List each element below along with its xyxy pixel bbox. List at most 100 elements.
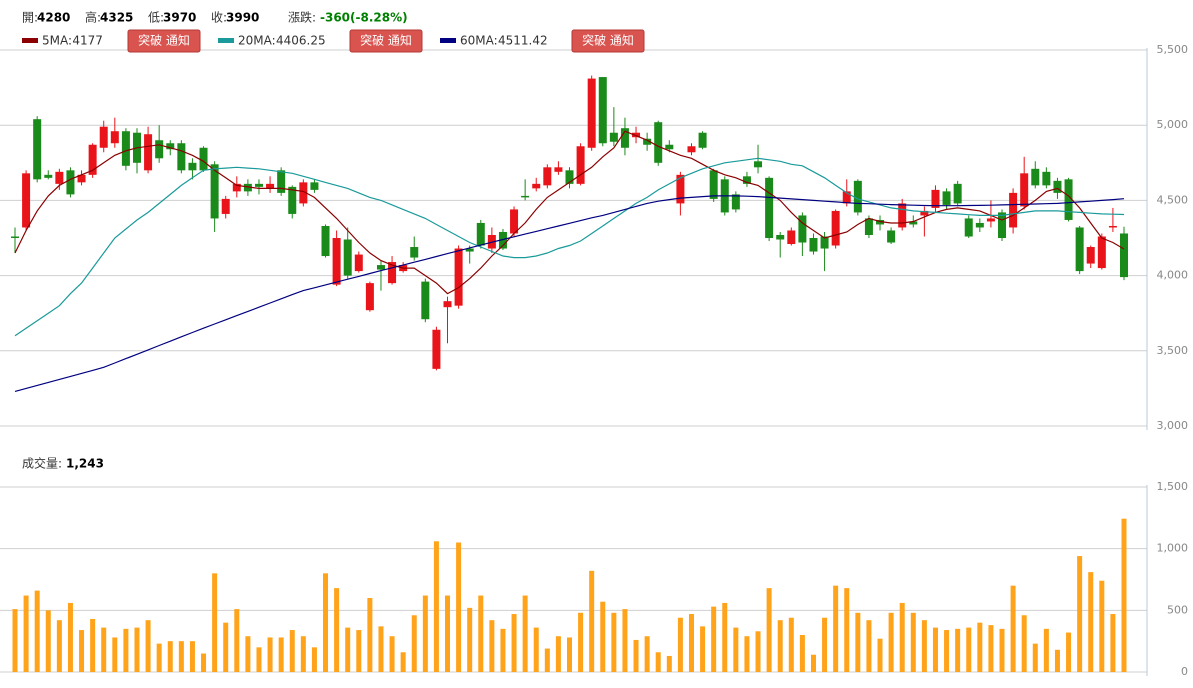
volume-bar bbox=[345, 627, 351, 672]
volume-bar bbox=[289, 630, 295, 672]
open-label: 開: bbox=[22, 11, 38, 25]
legend-label: 5MA: bbox=[42, 34, 72, 48]
volume-bar bbox=[67, 602, 73, 672]
candle-body bbox=[831, 210, 840, 246]
volume-bar bbox=[788, 617, 794, 672]
candle-body bbox=[698, 132, 707, 148]
candle-body bbox=[510, 209, 519, 234]
volume-bar bbox=[866, 620, 872, 672]
candle-body bbox=[44, 174, 53, 178]
volume-bar bbox=[877, 638, 883, 672]
volume-bar bbox=[56, 620, 62, 672]
volume-bar bbox=[79, 630, 85, 672]
volume-bar bbox=[1054, 649, 1060, 672]
candle-body bbox=[1042, 171, 1051, 186]
close-label: 收: bbox=[211, 11, 227, 25]
candle-body bbox=[99, 126, 108, 148]
candle-body bbox=[543, 167, 552, 186]
candle-body bbox=[576, 146, 585, 184]
volume-bar bbox=[300, 636, 306, 672]
volume-bar bbox=[700, 626, 706, 672]
candle-body bbox=[1053, 180, 1062, 193]
candle-body bbox=[687, 146, 696, 153]
volume-bar bbox=[633, 639, 639, 672]
candle-body bbox=[443, 301, 452, 308]
volume-bar bbox=[367, 598, 373, 672]
candle-body bbox=[299, 182, 308, 204]
candle-body bbox=[942, 191, 951, 205]
candle-body bbox=[632, 132, 641, 138]
candle-body bbox=[953, 183, 962, 204]
volume-bar bbox=[844, 588, 850, 672]
y-tick-label: 4,000 bbox=[1157, 269, 1189, 282]
button-label: 突破 通知 bbox=[138, 33, 190, 48]
open-value: 4280 bbox=[37, 11, 70, 25]
volume-bar bbox=[899, 602, 905, 672]
volume-bar bbox=[323, 573, 329, 672]
volume-bar bbox=[755, 631, 761, 672]
volume-bar bbox=[411, 615, 417, 672]
candle-body bbox=[22, 173, 31, 228]
volume-bar bbox=[777, 620, 783, 672]
volume-bar bbox=[533, 627, 539, 672]
candle-body bbox=[410, 247, 419, 258]
volume-bar bbox=[988, 625, 994, 672]
change-value: -360(-8.28%) bbox=[320, 11, 408, 25]
candle-body bbox=[66, 170, 75, 195]
high-value: 4325 bbox=[100, 11, 133, 25]
volume-bar bbox=[278, 637, 284, 672]
y-tick-label: 3,500 bbox=[1157, 344, 1189, 357]
legend-value: 4177 bbox=[72, 34, 103, 48]
candle-body bbox=[88, 144, 97, 175]
button-bg bbox=[127, 29, 201, 53]
candle-body bbox=[1075, 227, 1084, 272]
volume-bar bbox=[1099, 580, 1105, 672]
candle-body bbox=[709, 170, 718, 199]
ma-line bbox=[14, 195, 1125, 392]
candle-body bbox=[199, 147, 208, 171]
notify-button[interactable]: 突破 通知 bbox=[127, 29, 201, 53]
close-value: 3990 bbox=[226, 11, 259, 25]
change-label: 漲跌: bbox=[288, 10, 316, 25]
candle-body bbox=[587, 78, 596, 148]
candle-body bbox=[920, 210, 929, 216]
candle-body bbox=[166, 143, 175, 150]
candle-body bbox=[986, 218, 995, 222]
candle-body bbox=[376, 265, 385, 270]
notify-button[interactable]: 突破 通知 bbox=[571, 29, 645, 53]
candle-body bbox=[232, 183, 241, 192]
volume-bar bbox=[489, 620, 495, 672]
candle-body bbox=[221, 198, 230, 214]
button-label: 突破 通知 bbox=[360, 33, 412, 48]
volume-bar bbox=[688, 614, 694, 672]
low-value: 3970 bbox=[163, 11, 196, 25]
volume-bar bbox=[921, 620, 927, 672]
ma-line bbox=[14, 157, 1125, 337]
legend-swatch bbox=[440, 38, 456, 43]
candle-body bbox=[1108, 225, 1117, 228]
candle-body bbox=[565, 170, 574, 184]
candle-body bbox=[1020, 173, 1029, 207]
volume-bar bbox=[722, 602, 728, 672]
volume-bar bbox=[334, 588, 340, 672]
candle-body bbox=[864, 218, 873, 235]
volume-bar bbox=[611, 612, 617, 672]
volume-bar bbox=[112, 637, 118, 672]
volume-bar bbox=[245, 636, 251, 672]
volume-bar bbox=[12, 609, 18, 672]
legend-label: 60MA: bbox=[460, 34, 498, 48]
volume-bar bbox=[1032, 643, 1038, 672]
volume-bar bbox=[932, 627, 938, 672]
volume-bar bbox=[1110, 614, 1116, 672]
volume-bar bbox=[733, 627, 739, 672]
y-tick-label: 500 bbox=[1167, 603, 1188, 616]
candle-body bbox=[776, 234, 785, 240]
notify-button[interactable]: 突破 通知 bbox=[349, 29, 423, 53]
button-bg bbox=[571, 29, 645, 53]
y-tick-label: 4,500 bbox=[1157, 193, 1189, 206]
candle-body bbox=[33, 119, 42, 180]
volume-bar bbox=[223, 622, 229, 672]
candle-body bbox=[11, 236, 19, 238]
volume-bar bbox=[1066, 632, 1072, 672]
candle-body bbox=[798, 215, 807, 243]
